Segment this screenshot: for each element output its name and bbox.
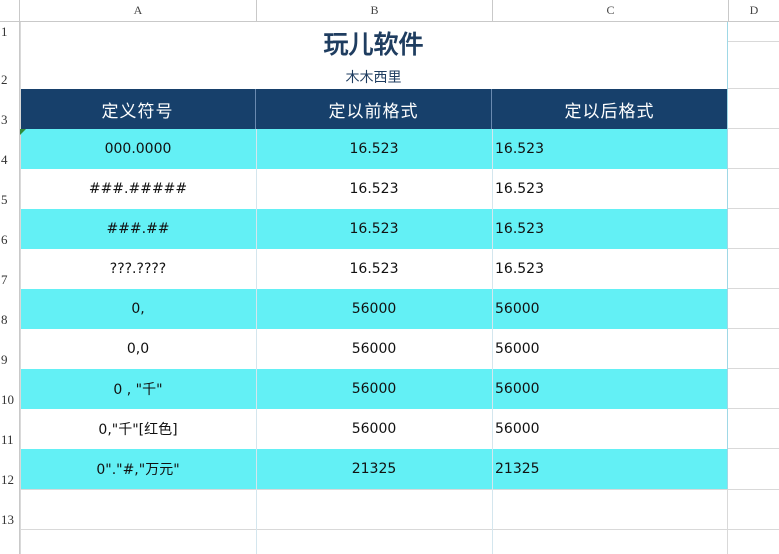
row-header-5[interactable]: 5	[0, 169, 20, 209]
row-label: 7	[1, 272, 8, 287]
cell-after[interactable]: 16.523	[495, 141, 544, 157]
row-header-11[interactable]: 11	[0, 409, 20, 449]
cell-before[interactable]: 16.523	[349, 181, 399, 197]
header-cell-before[interactable]: 定以前格式	[256, 89, 492, 129]
cell-before[interactable]: 56000	[351, 421, 397, 437]
row-header-7[interactable]: 7	[0, 249, 20, 289]
cell-symbol[interactable]: ???.????	[109, 261, 167, 277]
gridline	[728, 88, 779, 89]
cell-before[interactable]: 21325	[351, 461, 397, 477]
table-row: 0 , "千" 56000 56000	[20, 369, 727, 409]
cell-symbol[interactable]: 0,	[131, 301, 145, 317]
row-label: 10	[1, 392, 14, 407]
cell-symbol[interactable]: 0,"千"[红色]	[98, 422, 178, 438]
row-label: 9	[1, 352, 8, 367]
cell-symbol[interactable]: ###.##	[106, 221, 170, 237]
gridline	[728, 208, 779, 209]
table-row: 0,"千"[红色] 56000 56000	[20, 409, 727, 449]
cell-symbol[interactable]: 0,0	[126, 341, 150, 357]
header-cell-after[interactable]: 定以后格式	[492, 89, 727, 129]
row-header-13[interactable]: 13	[0, 489, 20, 529]
row-label: 11	[1, 432, 14, 447]
gridline	[728, 408, 779, 409]
table-row: ###.## 16.523 16.523	[20, 209, 727, 249]
column-label: D	[749, 3, 759, 17]
gridline	[728, 168, 779, 169]
table-row: ###.##### 16.523 16.523	[20, 169, 727, 209]
table-row: 0"."#,"万元" 21325 21325	[20, 449, 727, 489]
row-label: 4	[1, 152, 8, 167]
sheet-title[interactable]: 玩儿软件	[323, 30, 424, 59]
row-header-12[interactable]: 12	[0, 449, 20, 489]
table-row: ???.???? 16.523 16.523	[20, 249, 727, 289]
column-label: A	[133, 3, 143, 17]
row-label: 1	[1, 24, 8, 39]
error-indicator-icon	[20, 129, 26, 135]
cell-symbol[interactable]: 000.0000	[104, 141, 172, 157]
row-header-1[interactable]: 1	[0, 22, 20, 42]
cell-symbol[interactable]: 0 , "千"	[113, 382, 163, 398]
column-header-b[interactable]: B	[256, 0, 492, 22]
cell-before[interactable]: 16.523	[349, 221, 399, 237]
cell-symbol[interactable]: ###.#####	[88, 181, 188, 197]
table-row: 0, 56000 56000	[20, 289, 727, 329]
header-cell-symbol[interactable]: 定义符号	[20, 89, 256, 129]
cell-after[interactable]: 16.523	[495, 221, 544, 237]
column-header-a[interactable]: A	[20, 0, 256, 22]
cell-before[interactable]: 16.523	[349, 141, 399, 157]
gridline	[492, 129, 493, 554]
row-header-3[interactable]: 3	[0, 89, 20, 129]
gridline	[728, 328, 779, 329]
cell-before[interactable]: 16.523	[349, 261, 399, 277]
row-header-8[interactable]: 8	[0, 289, 20, 329]
gridline	[256, 129, 257, 554]
cell-after[interactable]: 56000	[495, 381, 540, 397]
select-all-corner[interactable]	[0, 0, 20, 22]
row-label: 8	[1, 312, 8, 327]
cell-symbol[interactable]: 0"."#,"万元"	[96, 462, 180, 478]
gridline	[728, 248, 779, 249]
row-label: 3	[1, 112, 8, 127]
row-label: 2	[1, 72, 8, 87]
table-row: 000.0000 16.523 16.523	[20, 129, 727, 169]
row-header-14[interactable]	[0, 529, 20, 554]
column-label: B	[370, 3, 379, 17]
row-header-10[interactable]: 10	[0, 369, 20, 409]
sheet-subtitle[interactable]: 木木西里	[345, 69, 402, 86]
cell-before[interactable]: 56000	[351, 301, 397, 317]
gridline	[20, 489, 779, 490]
column-label: C	[606, 3, 615, 17]
gridline	[728, 448, 779, 449]
cell-after[interactable]: 16.523	[495, 261, 544, 277]
gridline	[20, 22, 21, 554]
row-header-2[interactable]: 2	[0, 42, 20, 89]
gridline	[727, 489, 728, 554]
row-label: 13	[1, 512, 14, 527]
gridline	[728, 41, 779, 42]
table-right-border	[727, 22, 728, 489]
row-label: 12	[1, 472, 14, 487]
gridline	[728, 288, 779, 289]
gridline	[728, 368, 779, 369]
gridline	[20, 529, 779, 530]
row-header-4[interactable]: 4	[0, 129, 20, 169]
row-label: 6	[1, 232, 8, 247]
cell-before[interactable]: 56000	[351, 381, 397, 397]
row-label: 5	[1, 192, 8, 207]
cell-after[interactable]: 56000	[495, 301, 540, 317]
column-header-d[interactable]: D	[728, 0, 779, 22]
cell-after[interactable]: 16.523	[495, 181, 544, 197]
column-header-c[interactable]: C	[492, 0, 728, 22]
cell-after[interactable]: 56000	[495, 341, 540, 357]
row-header-6[interactable]: 6	[0, 209, 20, 249]
row-header-9[interactable]: 9	[0, 329, 20, 369]
gridline	[728, 128, 779, 129]
cell-before[interactable]: 56000	[351, 341, 397, 357]
cell-after[interactable]: 56000	[495, 421, 540, 437]
table-row: 0,0 56000 56000	[20, 329, 727, 369]
cell-after[interactable]: 21325	[495, 461, 540, 477]
